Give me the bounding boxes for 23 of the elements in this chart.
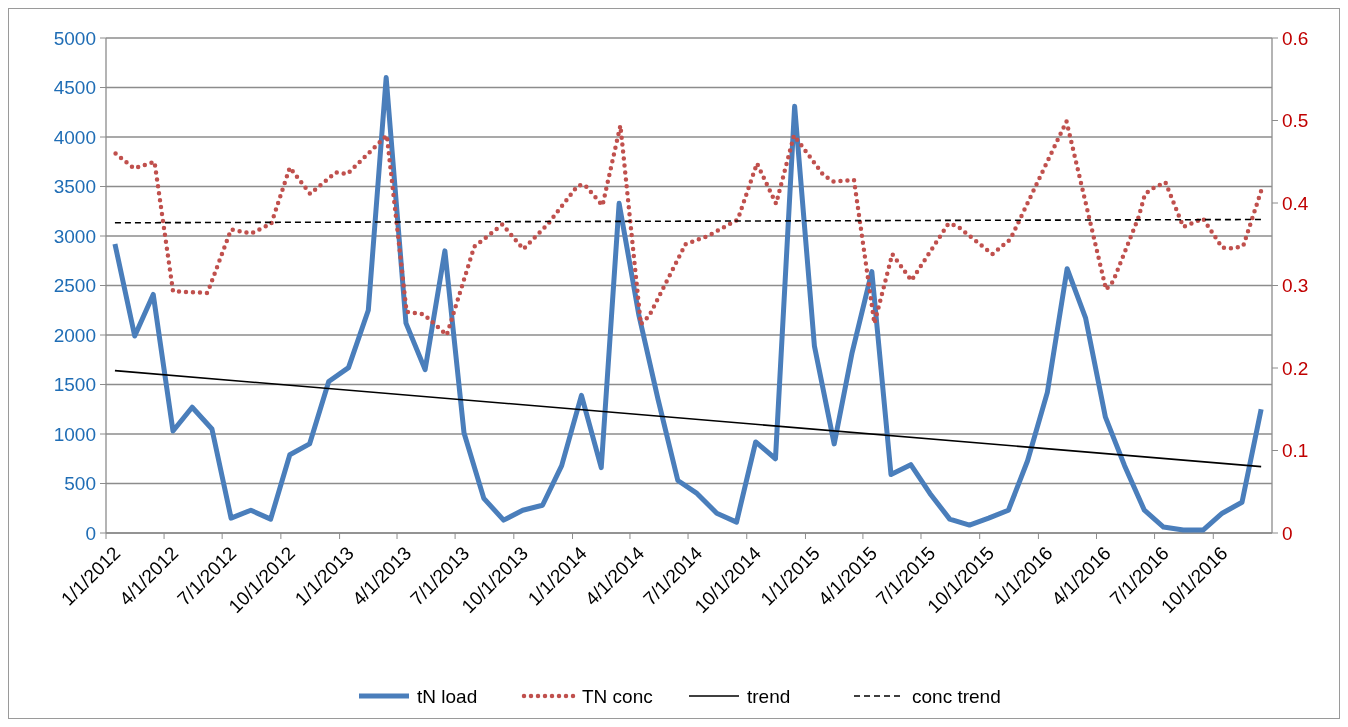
- y-tick-label: 2000: [53, 324, 96, 346]
- y-tick-label: 0: [85, 522, 96, 544]
- legend-label: conc trend: [912, 685, 1001, 707]
- y2-tick-label: 0.6: [1282, 27, 1309, 49]
- y2-tick-label: 0.2: [1282, 357, 1309, 379]
- y-tick-label: 500: [64, 473, 96, 495]
- y-tick-label: 1500: [53, 374, 96, 396]
- y2-tick-label: 0.5: [1282, 110, 1309, 132]
- legend-label: trend: [747, 685, 791, 707]
- y-tick-label: 2500: [53, 275, 96, 297]
- y-tick-label: 3000: [53, 225, 96, 247]
- y-tick-label: 1000: [53, 423, 96, 445]
- y-tick-label: 4000: [53, 126, 96, 148]
- legend-label: TN conc: [582, 685, 653, 707]
- y2-tick-label: 0.3: [1282, 275, 1309, 297]
- y2-tick-label: 0.4: [1282, 192, 1309, 214]
- y-tick-label: 4500: [53, 77, 96, 99]
- y2-tick-label: 0.1: [1282, 440, 1309, 462]
- y-tick-label: 5000: [53, 27, 96, 49]
- y2-tick-label: 0: [1282, 522, 1293, 544]
- legend-label: tN load: [417, 685, 478, 707]
- line-series: [113, 119, 1265, 338]
- y-tick-label: 3500: [53, 176, 96, 198]
